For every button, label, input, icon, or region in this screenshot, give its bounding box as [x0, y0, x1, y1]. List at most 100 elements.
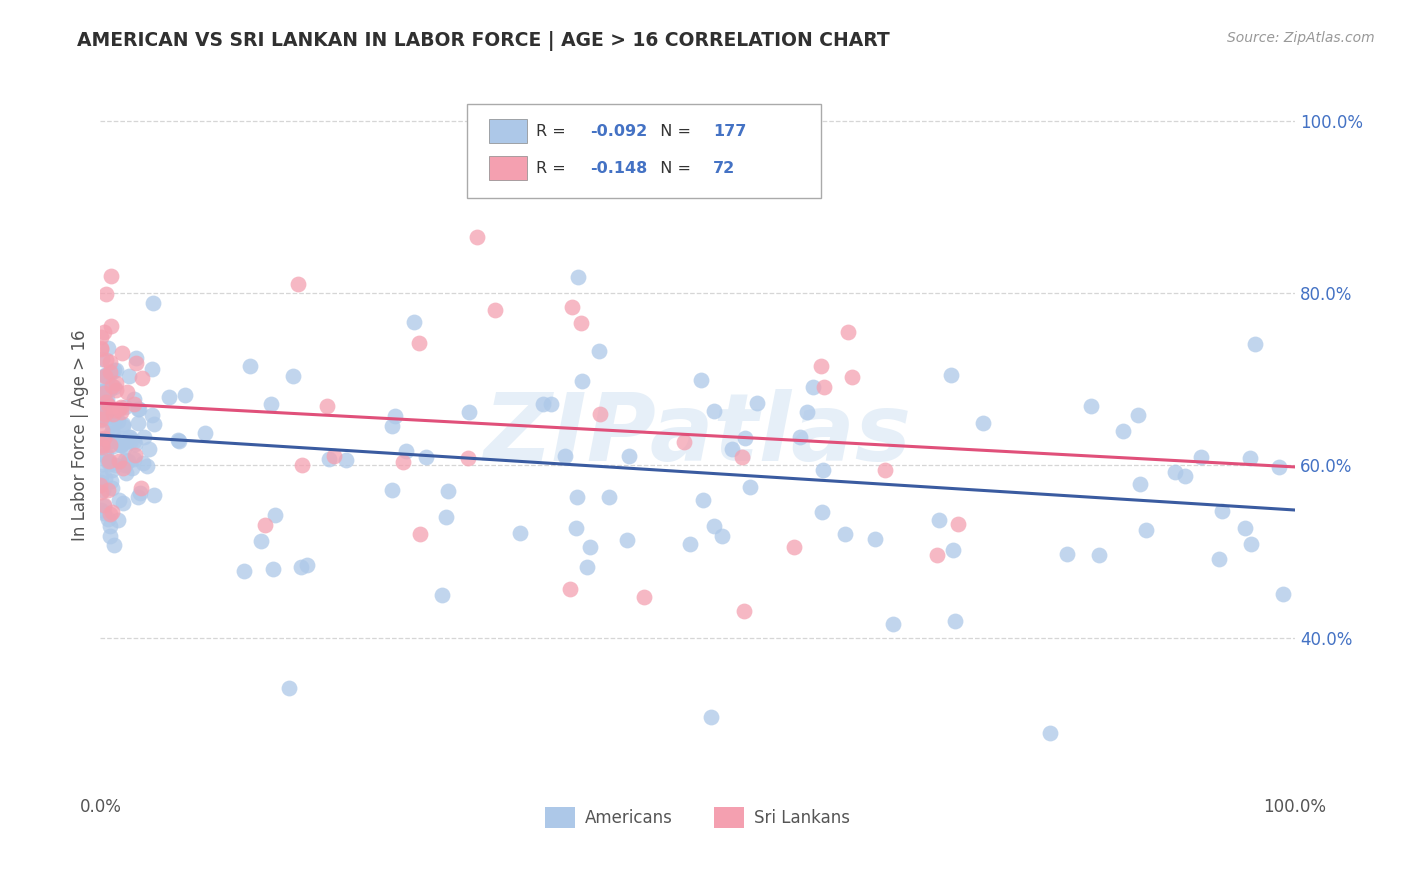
- Point: [747, 396, 769, 410]
- Text: ZIPatlas: ZIPatlas: [484, 389, 911, 481]
- Point: [565, 490, 588, 504]
- Point: [127, 490, 149, 504]
- Point: [1211, 503, 1233, 517]
- Point: [114, 458, 136, 472]
- Point: [1129, 476, 1152, 491]
- Point: [782, 540, 804, 554]
- Point: [93, 398, 115, 412]
- Point: [384, 409, 406, 424]
- Point: [100, 505, 122, 519]
- Point: [128, 402, 150, 417]
- Point: [1163, 466, 1185, 480]
- Point: [121, 461, 143, 475]
- Point: [104, 363, 127, 377]
- Point: [101, 463, 124, 477]
- Point: [101, 379, 124, 393]
- Point: [927, 548, 949, 562]
- Point: [1112, 425, 1135, 439]
- Point: [104, 383, 127, 397]
- Point: [122, 392, 145, 406]
- Point: [134, 430, 156, 444]
- Point: [103, 407, 125, 421]
- Point: [114, 441, 136, 455]
- Point: [318, 451, 340, 466]
- Point: [97, 369, 120, 384]
- Point: [94, 408, 117, 422]
- Text: N =: N =: [650, 161, 696, 176]
- Point: [90, 341, 112, 355]
- Point: [90, 413, 112, 427]
- Point: [295, 558, 318, 572]
- FancyBboxPatch shape: [489, 156, 527, 180]
- Point: [810, 359, 832, 374]
- Point: [287, 277, 309, 292]
- Point: [1244, 336, 1267, 351]
- Point: [167, 433, 190, 447]
- Point: [457, 451, 479, 466]
- Point: [250, 534, 273, 549]
- Point: [561, 301, 583, 315]
- Point: [93, 326, 115, 340]
- Point: [408, 336, 430, 351]
- Point: [972, 416, 994, 430]
- Point: [93, 386, 115, 401]
- Point: [94, 471, 117, 485]
- Point: [115, 466, 138, 480]
- Point: [112, 418, 135, 433]
- Point: [97, 483, 120, 497]
- Point: [1239, 537, 1261, 551]
- Point: [93, 498, 115, 512]
- Point: [575, 560, 598, 574]
- Point: [1189, 450, 1212, 464]
- Point: [91, 384, 114, 398]
- Point: [111, 461, 134, 475]
- Point: [117, 368, 139, 383]
- Point: [94, 393, 117, 408]
- Point: [129, 486, 152, 500]
- Point: [138, 442, 160, 457]
- Point: [127, 401, 149, 416]
- Point: [100, 319, 122, 334]
- Point: [432, 588, 454, 602]
- Point: [93, 398, 115, 412]
- Point: [124, 356, 146, 370]
- Point: [813, 463, 835, 477]
- Point: [97, 399, 120, 413]
- Text: R =: R =: [537, 161, 571, 176]
- Point: [111, 345, 134, 359]
- Point: [1039, 725, 1062, 739]
- Point: [100, 474, 122, 488]
- Point: [233, 564, 256, 578]
- Point: [108, 454, 131, 468]
- Point: [129, 481, 152, 495]
- Point: [104, 376, 127, 391]
- Point: [391, 455, 413, 469]
- Point: [402, 315, 425, 329]
- Point: [100, 425, 122, 440]
- Point: [107, 513, 129, 527]
- Point: [122, 434, 145, 448]
- Point: [789, 430, 811, 444]
- Point: [409, 527, 432, 541]
- Point: [108, 492, 131, 507]
- Point: [941, 368, 963, 383]
- Point: [90, 457, 112, 471]
- Point: [588, 344, 610, 359]
- Text: 72: 72: [713, 161, 735, 176]
- Point: [1135, 524, 1157, 538]
- Text: 177: 177: [713, 124, 747, 138]
- Point: [124, 437, 146, 451]
- Point: [111, 496, 134, 510]
- Point: [93, 506, 115, 520]
- Point: [127, 416, 149, 430]
- Point: [509, 526, 531, 541]
- Point: [98, 383, 121, 397]
- Point: [143, 488, 166, 502]
- Point: [101, 418, 124, 433]
- Point: [1272, 587, 1295, 601]
- Point: [458, 405, 481, 419]
- Point: [96, 392, 118, 406]
- Point: [434, 510, 457, 524]
- Point: [89, 478, 111, 492]
- Point: [700, 709, 723, 723]
